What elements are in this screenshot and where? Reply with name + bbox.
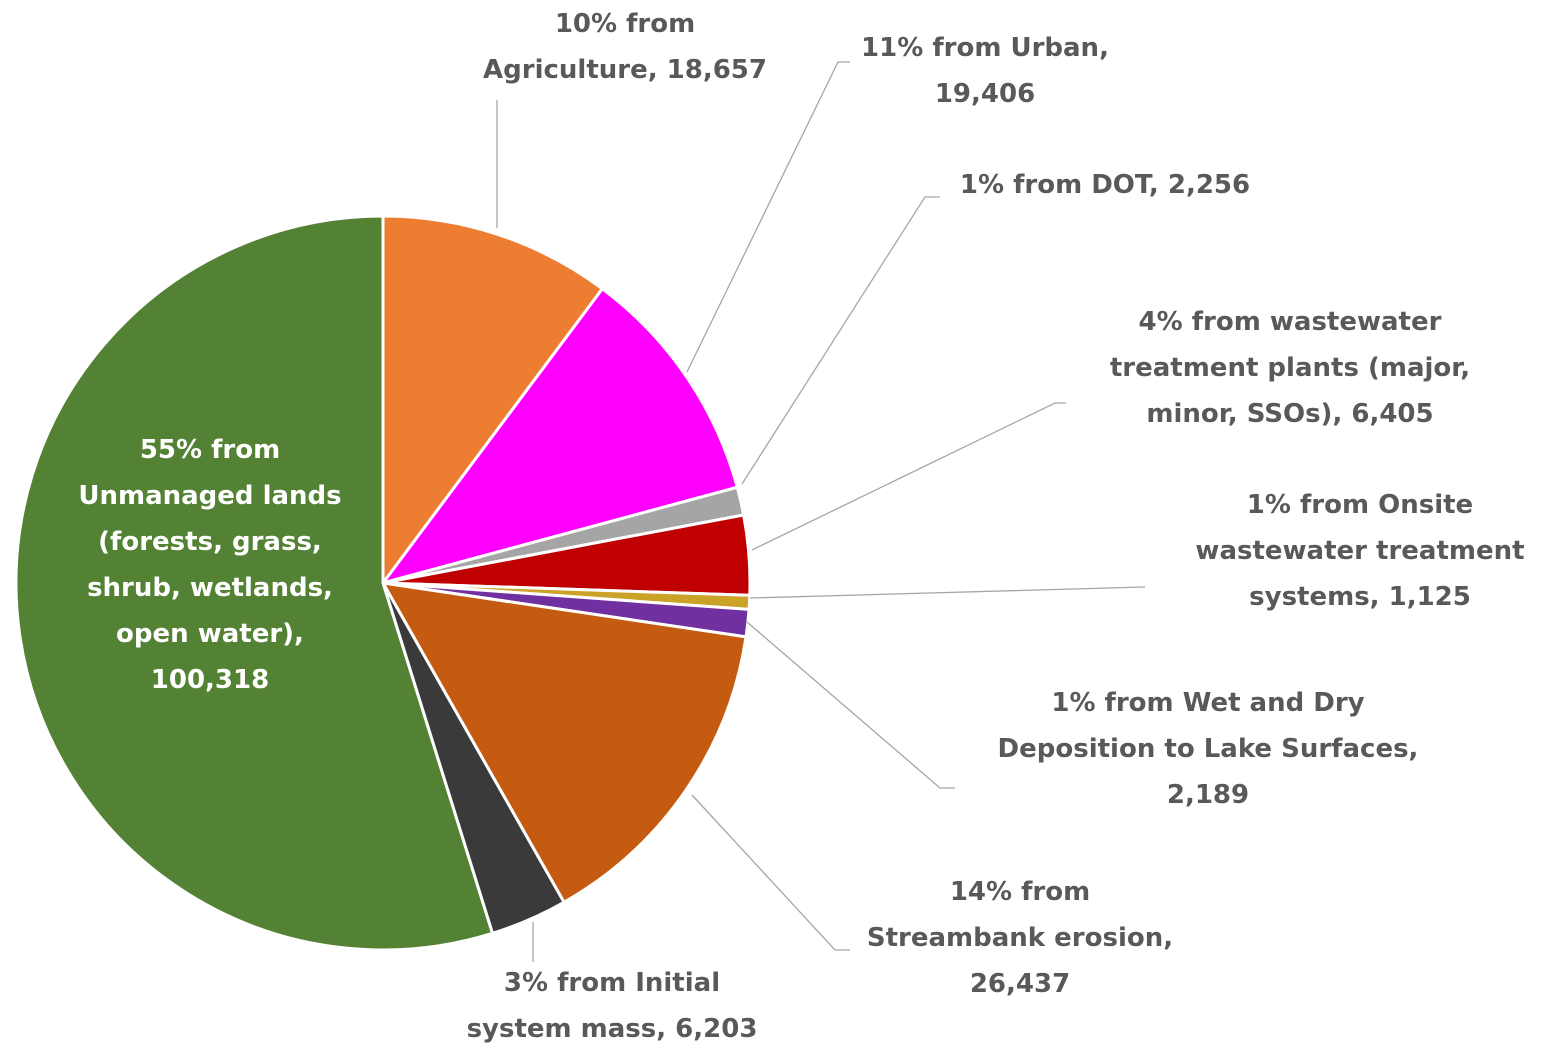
data-label-line: (forests, grass, <box>98 527 322 557</box>
pie-slice <box>380 581 748 905</box>
data-label-line: 2,189 <box>1167 780 1249 810</box>
leader-line <box>741 196 940 485</box>
data-label: 10% from Agriculture, 18,657 <box>483 9 767 85</box>
data-label: 3% from Initial system mass, 6,203 <box>467 968 758 1044</box>
pie-slice <box>379 286 740 586</box>
data-label-line: 11% from Urban, <box>861 33 1109 63</box>
data-label-line: 10% from <box>555 9 695 39</box>
data-label-line: 26,437 <box>970 969 1070 999</box>
data-label-line: 1% from Onsite <box>1247 490 1473 520</box>
data-label-line: shrub, wetlands, <box>87 573 333 603</box>
data-label-line: Deposition to Lake Surfaces, <box>998 734 1419 764</box>
data-label-line: 1% from Wet and Dry <box>1051 688 1364 718</box>
data-label-line: 100,318 <box>151 665 269 695</box>
data-label-line: wastewater treatment <box>1195 536 1524 566</box>
leader-line <box>691 794 850 951</box>
data-label-line: minor, SSOs), 6,405 <box>1146 399 1433 429</box>
pie-slice <box>381 214 605 588</box>
data-label-line: Unmanaged lands <box>78 481 341 511</box>
data-label-line: 14% from <box>950 877 1090 907</box>
data-label-line: open water), <box>116 619 304 649</box>
data-label-line: 3% from Initial <box>504 968 720 998</box>
pie-slice <box>14 214 495 952</box>
leader-line <box>686 61 850 373</box>
data-label-line: systems, 1,125 <box>1249 582 1471 612</box>
data-label-line: system mass, 6,203 <box>467 1014 758 1044</box>
data-label-line: 4% from wastewater <box>1139 307 1442 337</box>
data-label: 55% from Unmanaged lands (forests, grass, s… <box>78 435 341 695</box>
leader-line <box>751 402 1066 551</box>
data-label-line: Streambank erosion, <box>867 923 1173 953</box>
data-label: 11% from Urban, 19,406 <box>861 33 1109 109</box>
data-label: 1% from Wet and Dry Deposition to Lake Su… <box>998 688 1419 810</box>
data-label: 4% from wastewater treatment plants (majo… <box>1110 307 1470 429</box>
data-label: 1% from DOT, 2,256 <box>960 170 1250 200</box>
data-label: 14% from Streambank erosion, 26,437 <box>867 877 1173 999</box>
data-label-line: 19,406 <box>935 79 1035 109</box>
data-label-line: 55% from <box>140 435 280 465</box>
leader-line <box>746 621 955 789</box>
data-label-line: 1% from DOT, 2,256 <box>960 170 1250 200</box>
data-label-line: treatment plants (major, <box>1110 353 1470 383</box>
data-label-line: Agriculture, 18,657 <box>483 55 767 85</box>
data-label: 1% from Onsite wastewater treatment system… <box>1195 490 1524 612</box>
leader-line <box>749 586 1146 599</box>
